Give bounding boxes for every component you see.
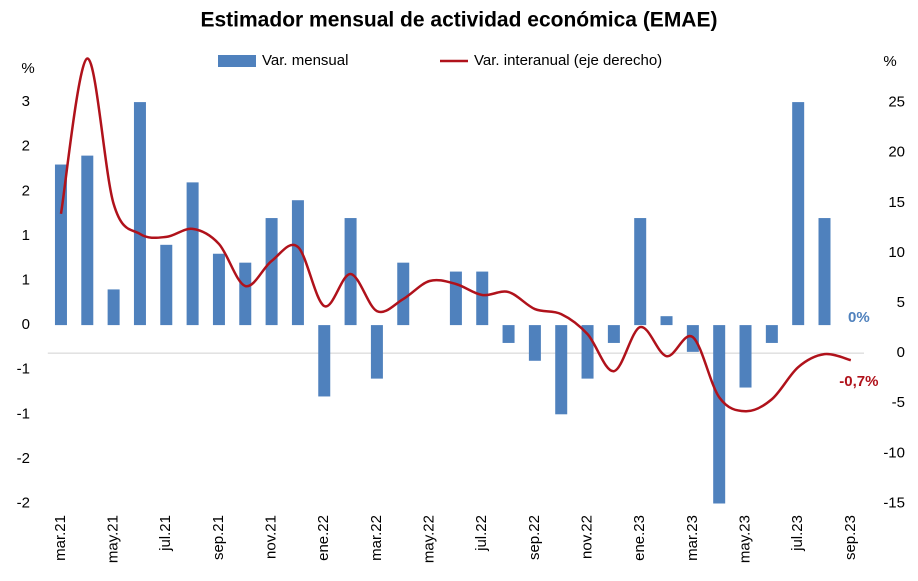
y2-axis-label: %	[883, 53, 896, 70]
x-tick-label: ene.22	[315, 515, 332, 561]
y-tick-label: 2	[22, 138, 30, 155]
bar	[133, 102, 146, 326]
bar	[291, 200, 304, 326]
y2-tick-label: 10	[888, 244, 905, 261]
bar	[818, 218, 831, 326]
y2-tick-label: -10	[883, 444, 905, 461]
bar	[607, 325, 620, 343]
y-tick-label: -2	[17, 450, 30, 467]
y2-tick-label: -15	[883, 494, 905, 511]
bar	[212, 253, 225, 326]
x-tick-label: may.21	[105, 515, 122, 563]
data-label: -0,7%	[839, 373, 878, 390]
y-tick-label: 2	[22, 182, 30, 199]
y-tick-label: -1	[17, 361, 30, 378]
y2-tick-label: 20	[888, 144, 905, 161]
bar	[370, 325, 383, 379]
bar	[239, 262, 252, 326]
y2-tick-label: 25	[888, 94, 905, 111]
y-tick-label: -1	[17, 405, 30, 422]
bar	[397, 262, 410, 326]
x-tick-label: nov.21	[263, 515, 280, 559]
bar	[160, 244, 173, 326]
legend-label: Var. mensual	[262, 52, 348, 69]
x-tick-label: mar.21	[52, 515, 69, 561]
y-tick-label: 0	[22, 316, 30, 333]
x-tick-label: mar.23	[684, 515, 701, 561]
x-tick-label: may.23	[736, 515, 753, 563]
bar	[634, 218, 647, 326]
y-tick-label: -2	[17, 494, 30, 511]
y2-tick-label: 0	[897, 344, 905, 361]
y2-tick-label: 5	[897, 294, 905, 311]
chart-title: Estimador mensual de actividad económica…	[201, 9, 718, 32]
bar	[713, 325, 726, 504]
legend-swatch	[218, 55, 256, 67]
y-tick-label: 1	[22, 271, 30, 288]
x-tick-label: jul.21	[157, 515, 174, 552]
x-tick-label: may.22	[421, 515, 438, 563]
y2-tick-label: 15	[888, 194, 905, 211]
bar	[660, 316, 673, 326]
y-tick-label: 3	[22, 93, 30, 110]
bar	[502, 325, 515, 343]
bar	[739, 325, 752, 388]
y-axis-label: %	[21, 60, 34, 77]
x-tick-label: sep.23	[842, 515, 859, 560]
bar	[344, 218, 357, 326]
x-tick-label: mar.22	[368, 515, 385, 561]
bar	[792, 102, 805, 326]
bar	[265, 218, 278, 326]
bar	[318, 325, 331, 397]
bar	[449, 271, 462, 326]
x-tick-label: sep.21	[210, 515, 227, 560]
x-tick-label: jul.23	[789, 515, 806, 552]
data-label: 0%	[848, 309, 870, 326]
bar	[54, 164, 67, 326]
bar	[765, 325, 778, 343]
bar	[528, 325, 541, 361]
x-tick-label: nov.22	[579, 515, 596, 559]
line	[59, 57, 852, 413]
bar	[107, 289, 120, 326]
bar	[555, 325, 568, 415]
legend-label: Var. interanual (eje derecho)	[474, 52, 662, 69]
x-tick-label: jul.22	[473, 515, 490, 552]
x-tick-label: sep.22	[526, 515, 543, 560]
bar	[81, 155, 94, 326]
x-tick-label: ene.23	[631, 515, 648, 561]
bar	[186, 182, 199, 326]
y2-tick-label: -5	[892, 394, 905, 411]
bar	[476, 271, 489, 326]
y-tick-label: 1	[22, 227, 30, 244]
